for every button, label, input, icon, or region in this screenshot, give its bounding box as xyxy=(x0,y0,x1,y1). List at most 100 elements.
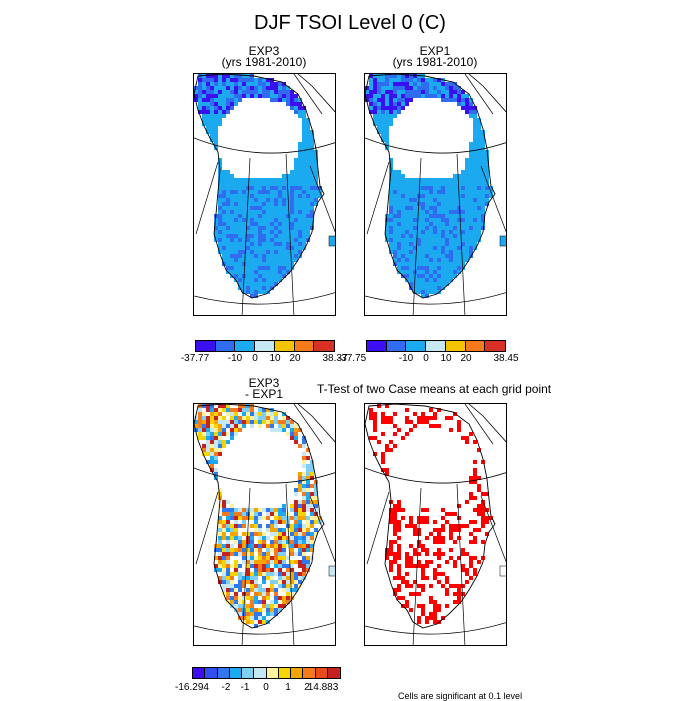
grid-cell xyxy=(441,202,445,206)
grid-cell xyxy=(393,250,397,254)
grid-cell xyxy=(278,580,282,584)
grid-cell xyxy=(433,214,437,218)
grid-cell xyxy=(254,412,258,416)
grid-cell xyxy=(250,198,254,202)
grid-cell xyxy=(262,238,266,242)
grid-cell xyxy=(373,424,377,428)
grid-cell xyxy=(310,512,314,516)
grid-cell xyxy=(306,130,310,134)
ttest-map xyxy=(365,404,506,645)
grid-cell xyxy=(453,90,457,94)
grid-cell xyxy=(481,150,485,154)
grid-cell xyxy=(278,424,282,428)
grid-cell xyxy=(234,190,238,194)
grid-cell xyxy=(246,234,250,238)
grid-cell xyxy=(465,166,469,170)
grid-cell xyxy=(262,608,266,612)
grid-cell xyxy=(254,568,258,572)
grid-cell xyxy=(246,230,250,234)
exp3-colorbar xyxy=(195,340,335,352)
grid-cell xyxy=(238,604,242,608)
grid-cell xyxy=(481,146,485,150)
grid-cell xyxy=(381,468,385,472)
grid-cell xyxy=(401,508,405,512)
grid-cell xyxy=(365,90,369,94)
grid-cell xyxy=(274,94,278,98)
grid-cell xyxy=(310,142,314,146)
grid-cell xyxy=(473,528,477,532)
grid-cell xyxy=(473,150,477,154)
grid-cell xyxy=(473,158,477,162)
grid-cell xyxy=(234,198,238,202)
grid-cell xyxy=(397,544,401,548)
grid-cell xyxy=(417,78,421,82)
grid-cell xyxy=(429,266,433,270)
grid-cell xyxy=(429,600,433,604)
grid-cell xyxy=(425,202,429,206)
grid-cell xyxy=(373,118,377,122)
grid-cell xyxy=(457,428,461,432)
grid-cell xyxy=(461,170,465,174)
grid-cell xyxy=(485,532,489,536)
grid-cell xyxy=(206,440,210,444)
grid-cell xyxy=(302,524,306,528)
grid-cell xyxy=(254,576,258,580)
grid-cell xyxy=(457,420,461,424)
grid-cell xyxy=(274,218,278,222)
grid-cell xyxy=(294,516,298,520)
grid-cell xyxy=(310,548,314,552)
grid-cell xyxy=(302,162,306,166)
grid-cell xyxy=(214,416,218,420)
grid-cell xyxy=(250,270,254,274)
grid-cell xyxy=(441,266,445,270)
grid-cell xyxy=(246,290,250,294)
grid-cell xyxy=(246,214,250,218)
grid-cell xyxy=(246,544,250,548)
colorbar-swatch xyxy=(291,668,304,678)
grid-cell xyxy=(270,604,274,608)
grid-cell xyxy=(278,608,282,612)
grid-cell xyxy=(214,122,218,126)
grid-cell xyxy=(298,480,302,484)
grid-cell xyxy=(218,226,222,230)
grid-cell xyxy=(405,250,409,254)
grid-cell xyxy=(306,202,310,206)
grid-cell xyxy=(262,270,266,274)
grid-cell xyxy=(258,86,262,90)
grid-cell xyxy=(405,234,409,238)
grid-cell xyxy=(230,266,234,270)
grid-cell xyxy=(469,492,473,496)
grid-cell xyxy=(425,516,429,520)
grid-cell xyxy=(238,612,242,616)
grid-cell xyxy=(238,94,242,98)
grid-cell xyxy=(306,532,310,536)
meridian-line xyxy=(241,487,251,645)
grid-cell xyxy=(234,194,238,198)
grid-cell xyxy=(250,576,254,580)
grid-cell xyxy=(306,476,310,480)
grid-cell xyxy=(214,552,218,556)
grid-cell xyxy=(421,266,425,270)
grid-cell xyxy=(246,516,250,520)
grid-cell xyxy=(246,512,250,516)
grid-cell xyxy=(238,528,242,532)
grid-cell xyxy=(477,158,481,162)
grid-cell xyxy=(266,608,270,612)
grid-cell xyxy=(282,604,286,608)
grid-cell xyxy=(477,154,481,158)
grid-cell xyxy=(266,544,270,548)
grid-cell xyxy=(270,90,274,94)
meridian-line xyxy=(366,161,390,235)
grid-cell xyxy=(302,190,306,194)
grid-cell xyxy=(389,190,393,194)
grid-cell xyxy=(218,452,222,456)
grid-cell xyxy=(302,126,306,130)
grid-cell xyxy=(266,182,270,186)
grid-cell xyxy=(282,536,286,540)
meridian-line xyxy=(309,165,335,233)
grid-cell xyxy=(218,404,222,408)
grid-cell xyxy=(445,560,449,564)
grid-cell xyxy=(397,238,401,242)
grid-cell xyxy=(218,202,222,206)
grid-cell xyxy=(238,520,242,524)
